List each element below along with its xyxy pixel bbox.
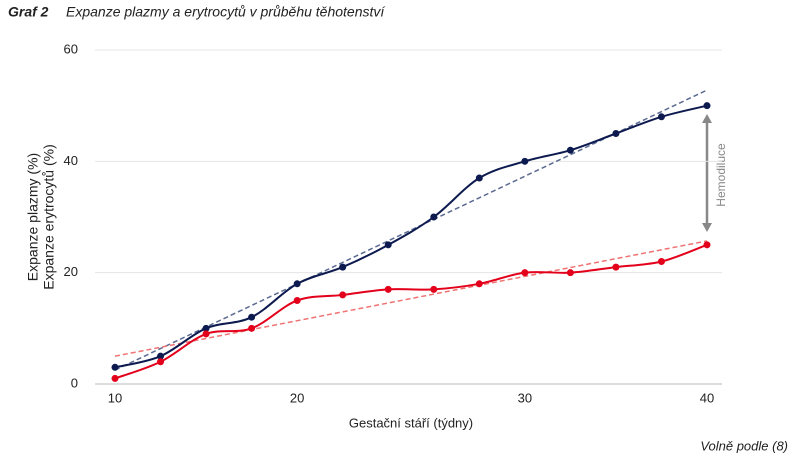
point bbox=[703, 241, 711, 249]
x-tick-label: 10 bbox=[108, 390, 122, 405]
point bbox=[248, 313, 256, 321]
point bbox=[202, 330, 210, 338]
x-tick-label: 40 bbox=[700, 390, 714, 405]
point bbox=[657, 113, 665, 121]
point bbox=[475, 174, 483, 182]
point bbox=[475, 280, 483, 288]
point bbox=[612, 130, 620, 137]
point bbox=[384, 241, 392, 249]
x-tick-label: 20 bbox=[290, 390, 304, 405]
point bbox=[521, 157, 529, 165]
point bbox=[521, 269, 529, 277]
point bbox=[430, 213, 438, 221]
point bbox=[566, 146, 574, 154]
point bbox=[339, 291, 347, 299]
series-line bbox=[114, 104, 708, 369]
y-tick-label: 0 bbox=[71, 375, 78, 390]
point bbox=[293, 280, 301, 288]
figure-label: Graf 2 bbox=[8, 4, 49, 20]
point bbox=[111, 363, 119, 371]
x-axis-label: Gestační stáří (týdny) bbox=[349, 415, 473, 430]
point bbox=[339, 263, 347, 271]
series-line bbox=[114, 243, 708, 380]
point bbox=[157, 358, 165, 366]
annotation: Hemodiluce bbox=[714, 143, 728, 207]
y-axis-label: Expanze erytrocytů (%) bbox=[41, 144, 57, 290]
point bbox=[202, 324, 210, 332]
arrow-head bbox=[702, 223, 712, 232]
y-axis-label: Expanze plazmy (%) bbox=[25, 153, 41, 281]
chart-title: Expanze plazmy a erytrocytů v průběhu tě… bbox=[66, 4, 386, 20]
x-tick-label: 30 bbox=[518, 390, 532, 405]
y-tick-label: 60 bbox=[64, 41, 78, 56]
arrow-head bbox=[702, 114, 712, 123]
point bbox=[566, 269, 574, 277]
y-tick-label: 40 bbox=[64, 153, 78, 168]
point bbox=[703, 102, 711, 110]
point bbox=[248, 324, 256, 332]
y-tick-label: 20 bbox=[64, 264, 78, 279]
point bbox=[612, 263, 620, 271]
point bbox=[293, 297, 301, 304]
point bbox=[157, 352, 165, 360]
point bbox=[430, 285, 438, 293]
point bbox=[111, 374, 119, 382]
point bbox=[657, 258, 665, 266]
source: Volně podle (8) bbox=[700, 438, 788, 453]
point bbox=[384, 285, 392, 293]
trendline bbox=[114, 240, 708, 357]
